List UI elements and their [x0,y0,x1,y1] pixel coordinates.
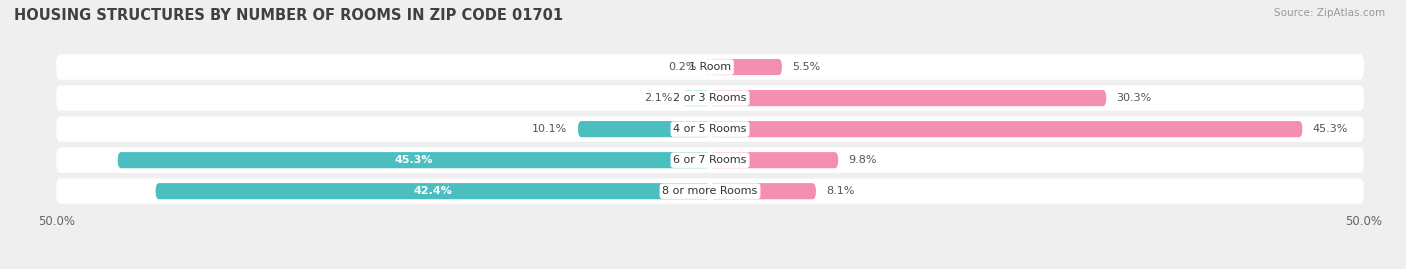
FancyBboxPatch shape [710,59,782,75]
Text: 10.1%: 10.1% [533,124,568,134]
Text: 42.4%: 42.4% [413,186,453,196]
Text: 2.1%: 2.1% [644,93,672,103]
Text: HOUSING STRUCTURES BY NUMBER OF ROOMS IN ZIP CODE 01701: HOUSING STRUCTURES BY NUMBER OF ROOMS IN… [14,8,564,23]
FancyBboxPatch shape [56,178,1364,204]
FancyBboxPatch shape [710,90,1107,106]
Text: 8 or more Rooms: 8 or more Rooms [662,186,758,196]
Text: 8.1%: 8.1% [827,186,855,196]
Text: 45.3%: 45.3% [1313,124,1348,134]
FancyBboxPatch shape [710,121,1302,137]
Text: 2 or 3 Rooms: 2 or 3 Rooms [673,93,747,103]
FancyBboxPatch shape [682,90,710,106]
FancyBboxPatch shape [56,85,1364,111]
Text: Source: ZipAtlas.com: Source: ZipAtlas.com [1274,8,1385,18]
FancyBboxPatch shape [156,183,710,199]
Text: 30.3%: 30.3% [1116,93,1152,103]
FancyBboxPatch shape [56,147,1364,173]
FancyBboxPatch shape [707,59,711,75]
FancyBboxPatch shape [118,152,710,168]
Text: 0.2%: 0.2% [669,62,697,72]
Text: 5.5%: 5.5% [793,62,821,72]
FancyBboxPatch shape [710,152,838,168]
Text: 4 or 5 Rooms: 4 or 5 Rooms [673,124,747,134]
FancyBboxPatch shape [56,116,1364,142]
FancyBboxPatch shape [578,121,710,137]
FancyBboxPatch shape [710,183,815,199]
Text: 1 Room: 1 Room [689,62,731,72]
Text: 9.8%: 9.8% [849,155,877,165]
FancyBboxPatch shape [56,54,1364,80]
Text: 45.3%: 45.3% [395,155,433,165]
Text: 6 or 7 Rooms: 6 or 7 Rooms [673,155,747,165]
